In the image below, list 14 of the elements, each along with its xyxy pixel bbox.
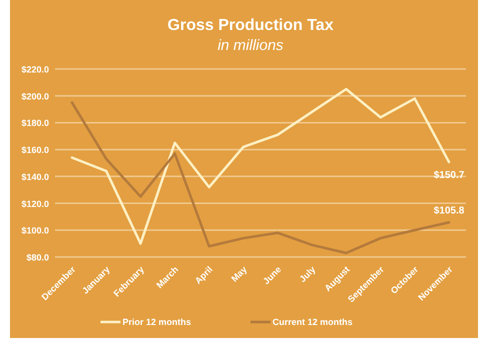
y-tick-label: $80.0 (26, 252, 49, 262)
legend-label: Current 12 months (272, 317, 353, 327)
data-label: $150.7 (434, 170, 465, 182)
y-tick-label: $160.0 (21, 145, 49, 156)
chart-title: Gross Production Tax (168, 17, 334, 34)
chart-subtitle: in millions (218, 37, 284, 54)
y-tick-label: $220.0 (21, 64, 49, 74)
y-tick-label: $140.0 (21, 172, 49, 182)
y-tick-label: $180.0 (21, 118, 49, 128)
y-tick-label: $120.0 (21, 198, 49, 209)
data-label: $105.8 (434, 205, 465, 216)
y-tick-label: $200.0 (21, 91, 49, 102)
y-tick-label: $100.0 (21, 226, 49, 236)
legend-label: Prior 12 months (122, 317, 192, 327)
